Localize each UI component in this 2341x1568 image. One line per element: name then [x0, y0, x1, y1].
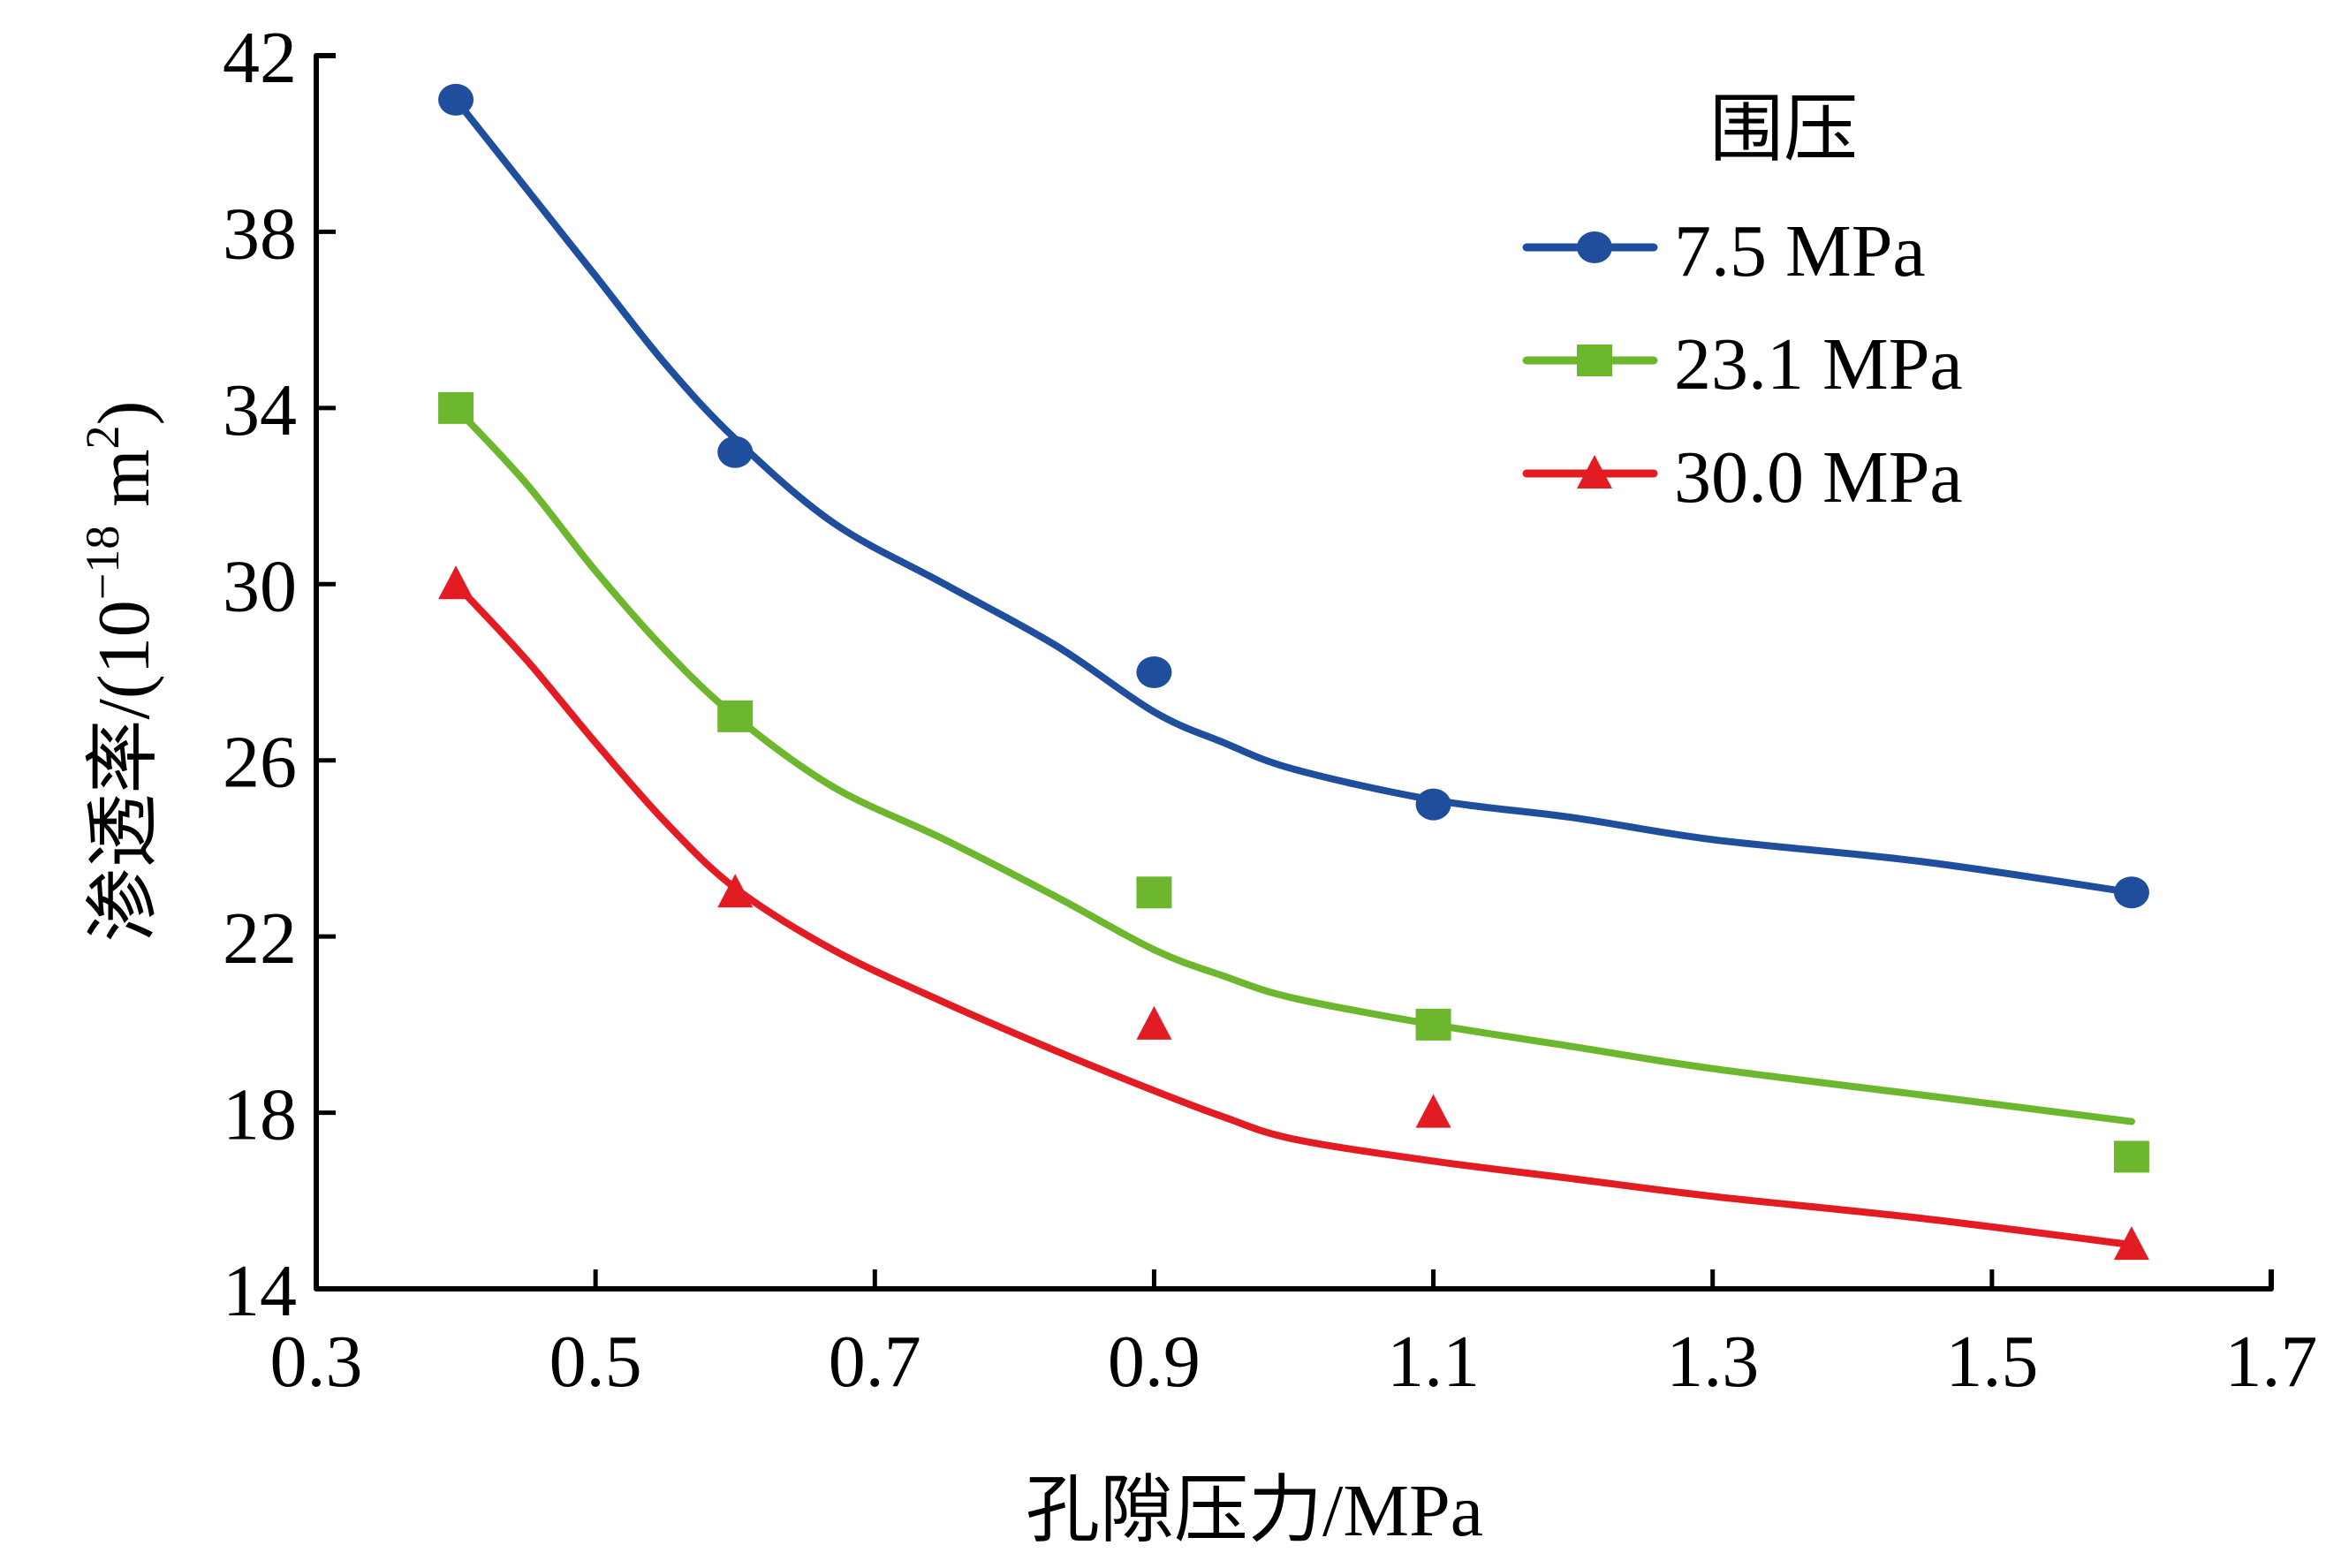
x-tick-label: 1.7 [2225, 1321, 2318, 1403]
y-axis-title-unit-exp: 2 [76, 425, 129, 449]
y-axis-title-main: 渗透率/(10 [83, 600, 165, 942]
data-point-30-0-mpa [1136, 1005, 1172, 1040]
fit-curves [452, 95, 2135, 1249]
y-tick-label: 42 [223, 17, 297, 99]
y-tick-label: 34 [223, 369, 297, 451]
data-point-23-1-mpa [2113, 1140, 2149, 1173]
legend-label-30-0-mpa: 30.0 MPa [1674, 436, 1963, 519]
x-tick-label: 0.9 [1108, 1321, 1201, 1403]
y-tick-label: 38 [223, 193, 297, 275]
x-tick-label: 1.3 [1666, 1321, 1759, 1403]
x-ticks: 0.3 0.5 0.7 0.9 1.1 1.3 1.5 1.7 [270, 1269, 2318, 1403]
y-axis-title-exp: −18 [76, 526, 129, 600]
x-tick-label: 1.5 [1945, 1321, 2038, 1403]
data-point-23-1-mpa [717, 700, 754, 732]
data-point-7-5-mpa [1136, 656, 1172, 688]
data-point-30-0-mpa [717, 874, 754, 908]
y-tick-label: 22 [223, 898, 297, 980]
fit-curve-7-5-mpa [452, 95, 2135, 897]
legend-marker-30-0-mpa [1577, 455, 1612, 489]
data-point-23-1-mpa [1136, 876, 1172, 909]
y-axis-title-close: ) [83, 400, 165, 425]
y-tick-label: 30 [223, 545, 297, 627]
axes [314, 53, 2274, 1292]
y-axis-title-unit: m [83, 449, 165, 525]
data-point-30-0-mpa [438, 565, 474, 600]
legend-title: 围压 [1709, 86, 1858, 172]
legend-label-7-5-mpa: 7.5 MPa [1674, 210, 1926, 292]
axis-lines [314, 53, 2274, 1292]
fit-curve-23-1-mpa [452, 404, 2135, 1125]
data-point-7-5-mpa [438, 83, 474, 116]
y-ticks: 14 18 22 26 30 34 38 42 [223, 17, 336, 1332]
legend-marker-7-5-mpa [1577, 231, 1612, 263]
data-point-7-5-mpa [1415, 788, 1451, 821]
x-tick-label: 0.7 [829, 1321, 921, 1403]
legend-marker-23-1-mpa [1577, 345, 1612, 376]
y-tick-label: 26 [223, 722, 297, 804]
data-point-30-0-mpa [2113, 1226, 2149, 1261]
x-tick-label: 0.3 [270, 1321, 363, 1403]
data-point-23-1-mpa [438, 391, 474, 424]
data-point-30-0-mpa [1415, 1094, 1451, 1128]
legend: 围压 7.5 MPa 23.1 MPa 30.0 MPa [1522, 86, 1963, 519]
x-tick-label: 0.5 [549, 1321, 642, 1403]
y-axis-title: 渗透率/(10−18 m2) [76, 400, 165, 942]
data-point-7-5-mpa [2113, 876, 2149, 909]
y-tick-label: 14 [223, 1250, 297, 1332]
data-point-23-1-mpa [1415, 1008, 1451, 1041]
data-point-7-5-mpa [717, 436, 754, 468]
x-tick-label: 1.1 [1387, 1321, 1480, 1403]
data-markers [438, 83, 2149, 1261]
fit-curve-30-0-mpa [452, 580, 2135, 1249]
x-axis-title: 孔隙压力/MPa [1026, 1470, 1483, 1552]
y-tick-label: 18 [223, 1074, 297, 1156]
legend-label-23-1-mpa: 23.1 MPa [1674, 323, 1963, 405]
